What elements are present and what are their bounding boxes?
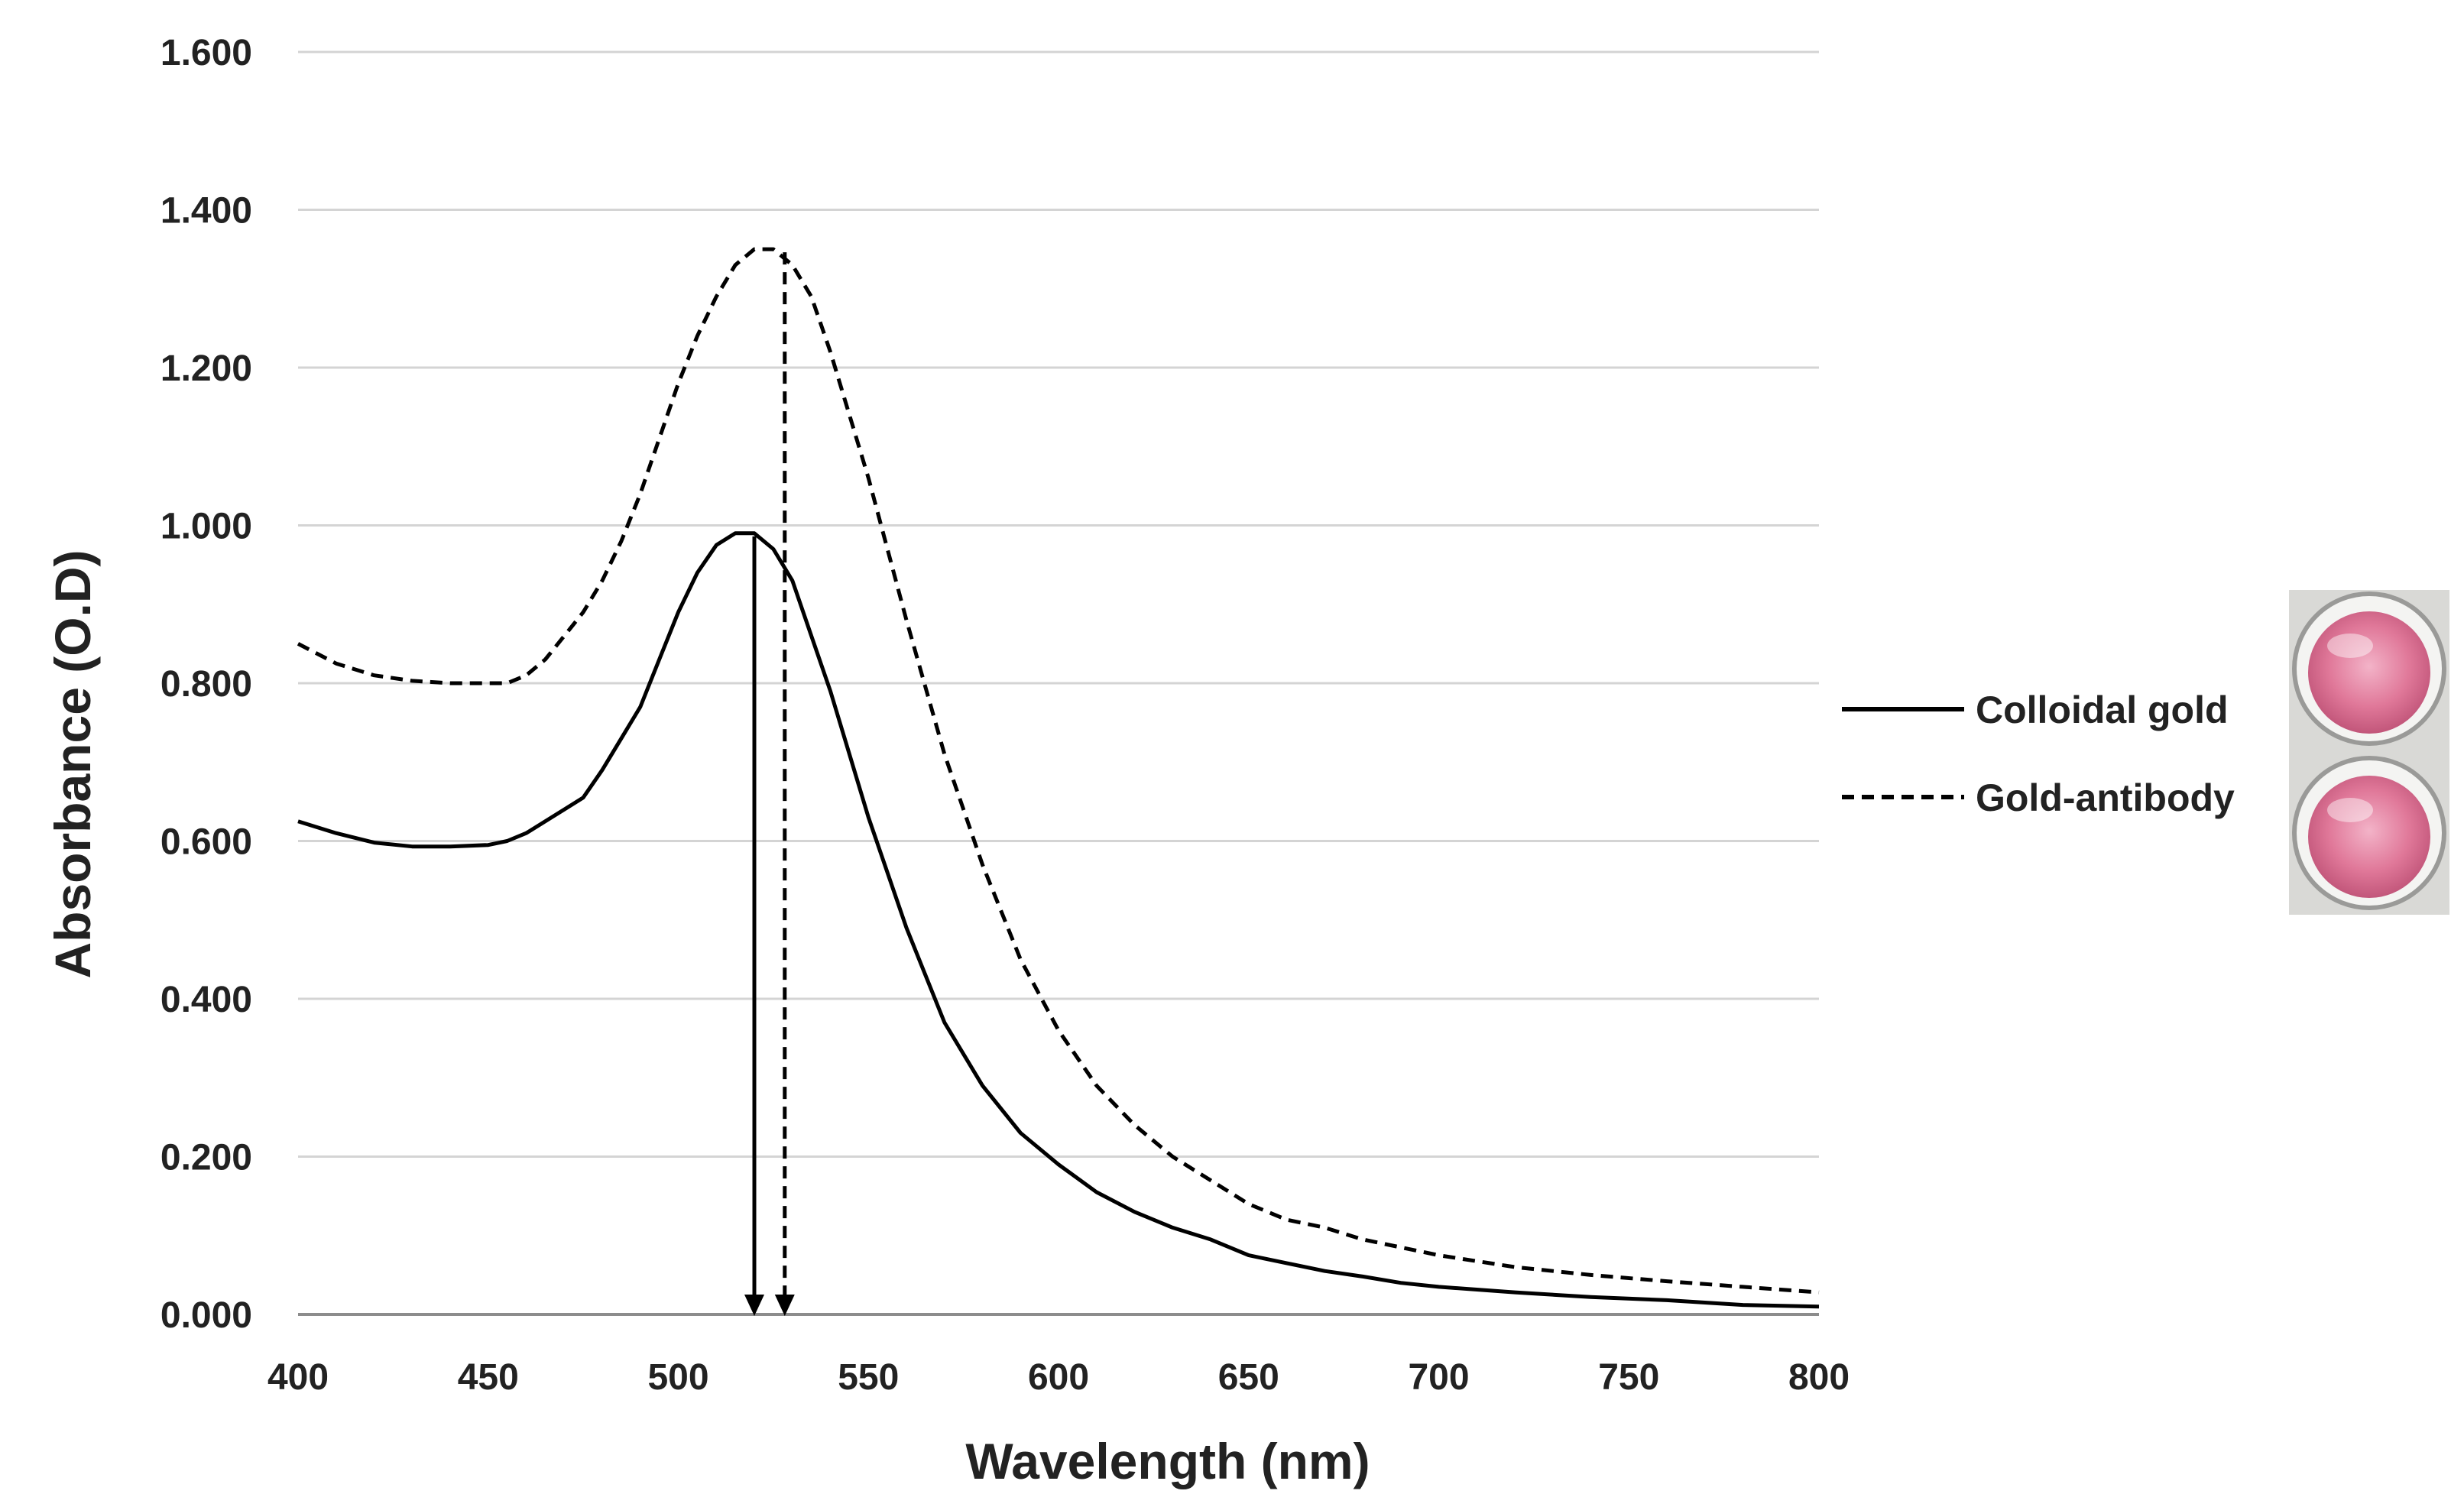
vial-bottom-highlight	[2327, 798, 2373, 822]
x-tick-labels: 400 450 500 550 600 650 700 750 800	[267, 1357, 1850, 1398]
x-tick-label: 400	[267, 1357, 329, 1398]
x-tick-label: 650	[1218, 1357, 1279, 1398]
vial-top-highlight	[2327, 634, 2373, 658]
vial-top-liquid	[2308, 611, 2430, 734]
peak-arrows	[744, 252, 795, 1316]
x-tick-label: 450	[458, 1357, 519, 1398]
y-tick-label: 0.800	[160, 664, 252, 705]
x-tick-label: 700	[1408, 1357, 1469, 1398]
x-tick-label: 800	[1788, 1357, 1850, 1398]
x-tick-label: 500	[647, 1357, 708, 1398]
peak-arrow-head-gold-antibody	[774, 1295, 795, 1316]
x-tick-label: 600	[1028, 1357, 1089, 1398]
y-tick-labels: 0.000 0.200 0.400 0.600 0.800 1.000 1.200 1.400…	[160, 33, 252, 1336]
y-tick-label: 1.200	[160, 348, 252, 389]
legend-label-colloidal-gold: Colloidal gold	[1976, 689, 2229, 731]
y-tick-label: 0.000	[160, 1295, 252, 1336]
y-tick-label: 1.600	[160, 33, 252, 73]
gridlines	[298, 50, 1819, 1158]
vial-photo	[2289, 590, 2449, 915]
y-tick-label: 0.600	[160, 822, 252, 863]
y-tick-label: 1.000	[160, 507, 252, 547]
x-tick-label: 750	[1598, 1357, 1659, 1398]
series-line-colloidal-gold	[297, 531, 1820, 1309]
x-axis-title: Wavelength (nm)	[965, 1433, 1370, 1489]
y-tick-label: 1.400	[160, 191, 252, 232]
legend: Colloidal gold Gold-antibody	[1842, 689, 2235, 819]
series-lines	[297, 247, 1820, 1309]
y-tick-label: 0.400	[160, 980, 252, 1020]
y-tick-label: 0.200	[160, 1138, 252, 1178]
legend-label-gold-antibody: Gold-antibody	[1976, 776, 2235, 819]
peak-arrow-head-colloidal-gold	[744, 1295, 764, 1316]
y-axis-title: Absorbance (O.D)	[44, 549, 101, 978]
x-tick-label: 550	[838, 1357, 899, 1398]
series-line-gold-antibody	[297, 247, 1820, 1295]
vial-bottom-liquid	[2308, 776, 2430, 898]
